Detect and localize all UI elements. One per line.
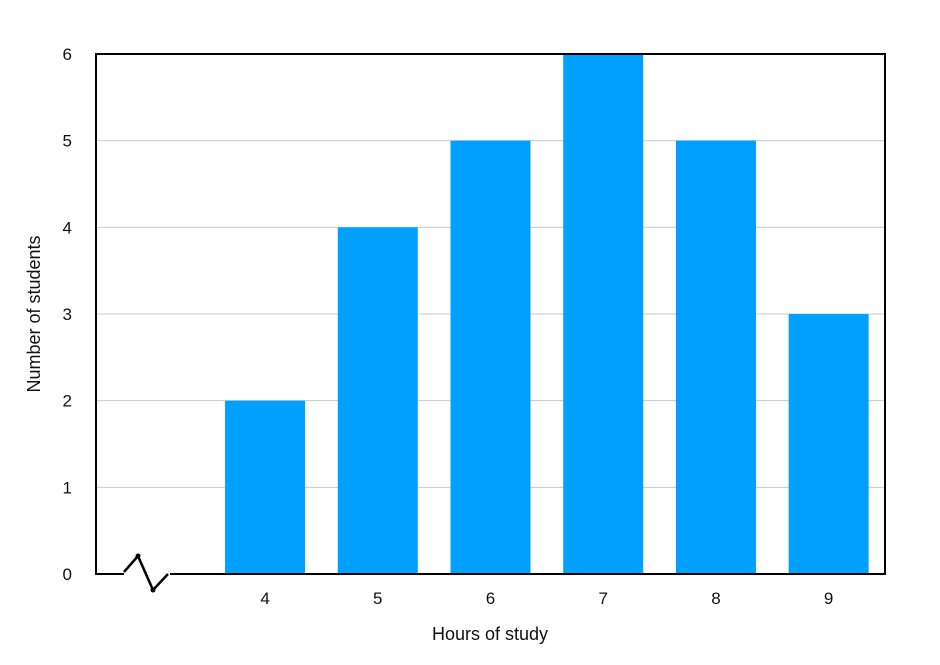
x-tick-label: 7 <box>598 589 607 608</box>
axis-break-zigzag <box>123 554 169 592</box>
y-tick-label: 4 <box>63 218 72 237</box>
axis-break-mark <box>123 553 170 593</box>
bar <box>675 140 756 574</box>
y-tick-label: 1 <box>63 478 72 497</box>
x-tick-labels: 4 5 6 7 8 9 <box>260 589 833 608</box>
bar <box>337 227 418 575</box>
bar <box>450 140 531 574</box>
x-tick-label: 9 <box>824 589 833 608</box>
y-tick-label: 0 <box>63 565 72 584</box>
axis-break-dot <box>135 553 141 559</box>
y-tick-label: 5 <box>63 132 72 151</box>
axis-break-dot <box>150 587 156 593</box>
bar <box>788 314 869 574</box>
x-axis-title: Hours of study <box>432 624 548 644</box>
x-tick-label: 5 <box>373 589 382 608</box>
x-tick-label: 8 <box>711 589 720 608</box>
bar <box>563 54 644 574</box>
x-tick-label: 4 <box>260 589 269 608</box>
y-tick-label: 3 <box>63 305 72 324</box>
y-tick-label: 2 <box>63 392 72 411</box>
x-tick-label: 6 <box>486 589 495 608</box>
plot-frame <box>95 53 886 575</box>
bar <box>225 400 306 574</box>
y-tick-label: 6 <box>63 45 72 64</box>
y-axis-title: Number of students <box>24 235 44 392</box>
y-tick-labels: 0 1 2 3 4 5 6 <box>63 45 72 584</box>
bars <box>225 54 869 575</box>
